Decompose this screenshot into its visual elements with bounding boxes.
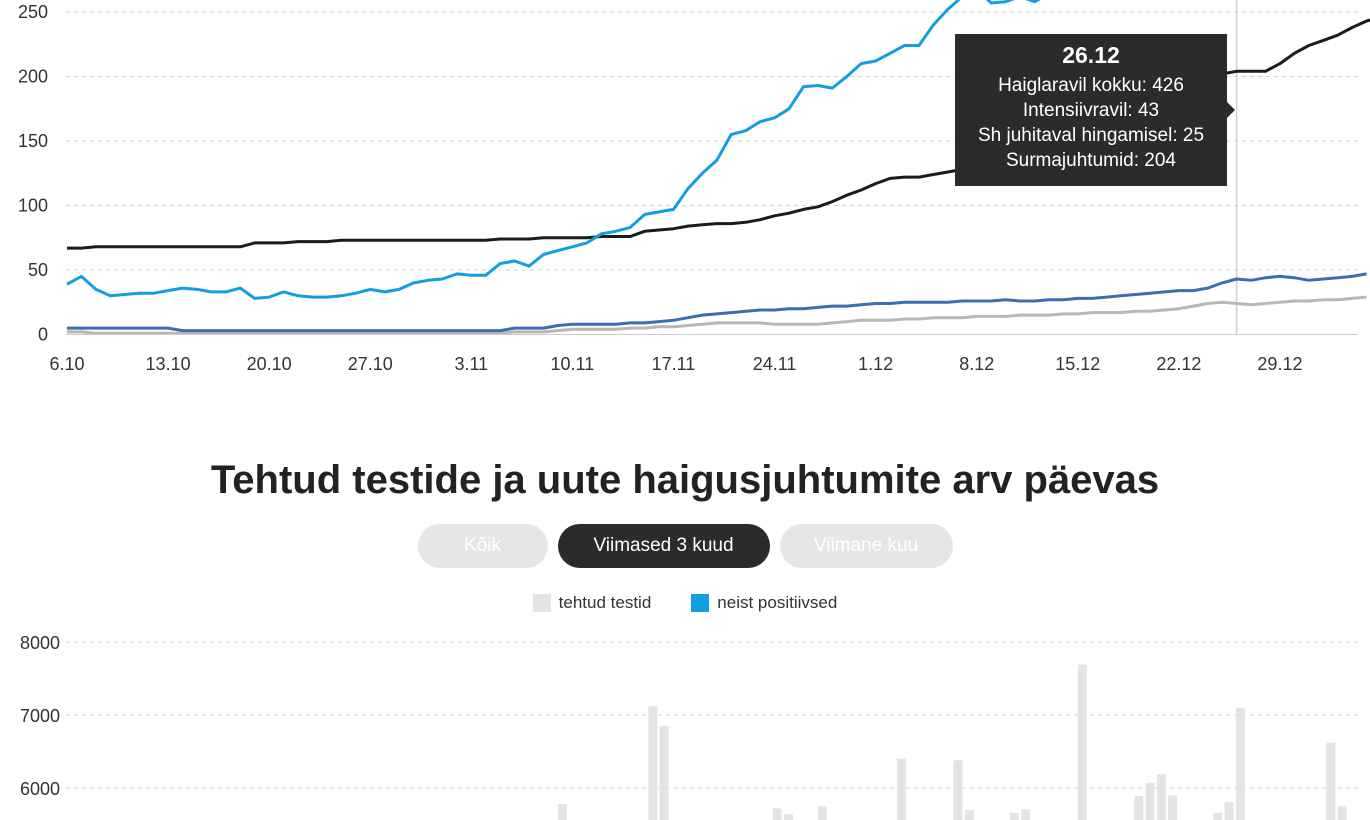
x-tick-label: 3.11 (454, 354, 488, 374)
x-tick-label: 1.12 (858, 354, 893, 374)
tests-bar (953, 760, 963, 820)
period-last-month-button[interactable]: Viimane kuu (779, 524, 953, 568)
legend-label-tests: tehtud testid (558, 593, 652, 612)
tests-bar (1337, 806, 1347, 820)
y-tick-label: 150 (18, 131, 48, 151)
tests-bar (648, 706, 658, 820)
y-tick-label: 6000 (20, 779, 60, 799)
legend-item-tests[interactable]: tehtud testid (532, 593, 652, 613)
period-all-button[interactable]: Kõik (417, 524, 548, 568)
tooltip-intensive-care: Intensiivravil: 43 (1022, 100, 1160, 121)
tests-bar (817, 806, 827, 820)
legend-swatch-tests (532, 594, 551, 612)
tooltip-hospitalized: Haiglaravil kokku: 426 (998, 75, 1184, 96)
section-title: Tehtud testide ja uute haigusjuhtumite a… (210, 458, 1160, 502)
tests-bar (1134, 796, 1144, 820)
period-button-group: Kõik Viimased 3 kuud Viimane kuu (0, 524, 1370, 568)
chart-tooltip: 26.12 Haiglaravil kokku: 426 Intensiivra… (955, 34, 1235, 186)
tests-bar (1326, 742, 1336, 820)
y-tick-label: 8000 (20, 633, 60, 653)
x-tick-label: 27.10 (348, 354, 393, 374)
y-tick-label: 7000 (20, 706, 60, 726)
tests-bar (1021, 809, 1031, 820)
tests-bar (1009, 812, 1019, 820)
x-tick-label: 22.12 (1156, 354, 1201, 374)
tests-bar (964, 809, 974, 820)
x-tick-label: 20.10 (247, 354, 292, 374)
tests-bar (557, 804, 567, 820)
x-tick-label: 6.10 (49, 354, 84, 374)
tooltip-date: 26.12 (1062, 42, 1120, 68)
legend-label-positive: neist positiivsed (717, 593, 838, 612)
series-line-0 (66, 0, 1041, 300)
tests-bar (1168, 795, 1178, 820)
tests-bar (1145, 782, 1155, 820)
x-tick-label: 15.12 (1055, 354, 1100, 374)
series-line-3 (67, 295, 1367, 335)
tests-bar (896, 758, 906, 820)
legend-item-positive[interactable]: neist positiivsed (691, 593, 837, 613)
y-tick-label: 250 (18, 2, 48, 22)
tests-bar (1077, 664, 1087, 820)
tests-bar (1213, 812, 1223, 820)
y-tick-label: 50 (28, 260, 48, 280)
x-tick-label: 13.10 (146, 354, 191, 374)
tests-bar (1224, 801, 1234, 820)
x-tick-label: 24.11 (753, 354, 797, 374)
tests-bar (659, 725, 669, 820)
tests-bar-chart: 6000 7000 8000 (20, 633, 1362, 820)
legend-swatch-positive (691, 594, 710, 612)
chart-legend: tehtud testid neist positiivsed (0, 593, 1370, 613)
y-tick-label: 100 (18, 196, 48, 216)
hospital-line-chart: 0 50 100 150 200 250 6.10 13.10 20.10 27.10 3.11 10… (18, 0, 1370, 374)
x-tick-label: 8.12 (959, 354, 994, 374)
y-tick-label: 0 (38, 325, 48, 345)
tests-bar (772, 808, 782, 820)
period-3-months-button[interactable]: Viimased 3 kuud (557, 524, 770, 568)
series-line-2 (67, 272, 1367, 333)
y-tick-label: 200 (18, 67, 48, 87)
tooltip-ventilation: Sh juhitaval hingamisel: 25 (977, 125, 1205, 146)
tests-bar (783, 814, 793, 820)
tests-bar (1235, 707, 1245, 820)
tests-bar (1156, 774, 1166, 820)
x-tick-label: 29.12 (1257, 354, 1302, 374)
tooltip-deaths: Surmajuhtumid: 204 (1005, 150, 1177, 171)
x-tick-label: 17.11 (652, 354, 696, 374)
x-tick-label: 10.11 (551, 354, 595, 374)
